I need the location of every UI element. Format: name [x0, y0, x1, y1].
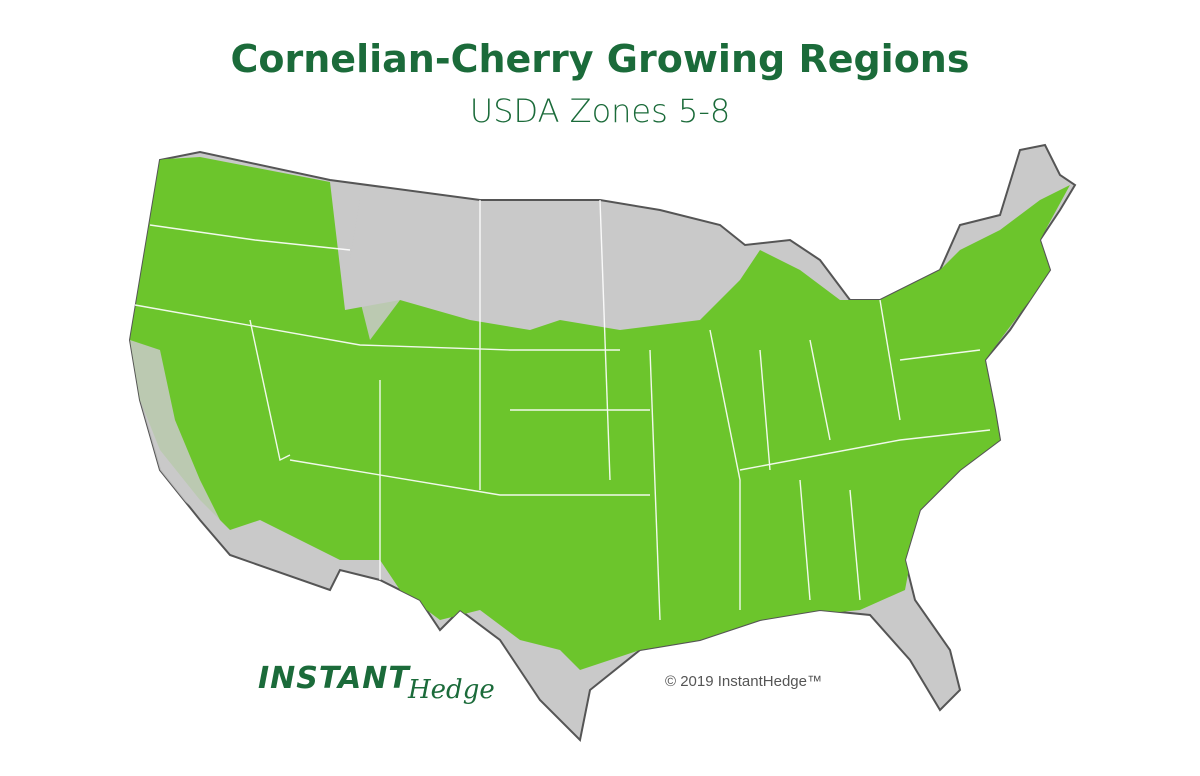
border: [899, 349, 981, 361]
border: [809, 339, 831, 441]
subtitle: USDA Zones 5-8: [470, 92, 730, 130]
border: [249, 319, 291, 462]
border: [799, 479, 811, 601]
copyright: © 2019 InstantHedge™: [665, 673, 822, 690]
coast-exclusion: [130, 340, 230, 540]
border: [759, 349, 771, 471]
border: [709, 329, 741, 610]
border: [599, 199, 611, 481]
mountain-exclusion: [350, 200, 420, 340]
border: [149, 224, 351, 251]
border: [849, 489, 861, 601]
border: [134, 304, 620, 351]
state-borders: [134, 199, 991, 621]
logo: INSTANT Hedge: [258, 661, 495, 705]
title: Cornelian-Cherry Growing Regions: [231, 37, 970, 81]
border: [289, 459, 650, 496]
logo-instant: INSTANT: [258, 661, 411, 696]
zone-area: [130, 157, 1070, 670]
border: [879, 299, 901, 421]
logo-hedge: Hedge: [407, 675, 495, 705]
border: [739, 429, 991, 471]
border: [649, 349, 661, 621]
us-map: [128, 143, 1077, 743]
growing-region: [130, 157, 1070, 670]
